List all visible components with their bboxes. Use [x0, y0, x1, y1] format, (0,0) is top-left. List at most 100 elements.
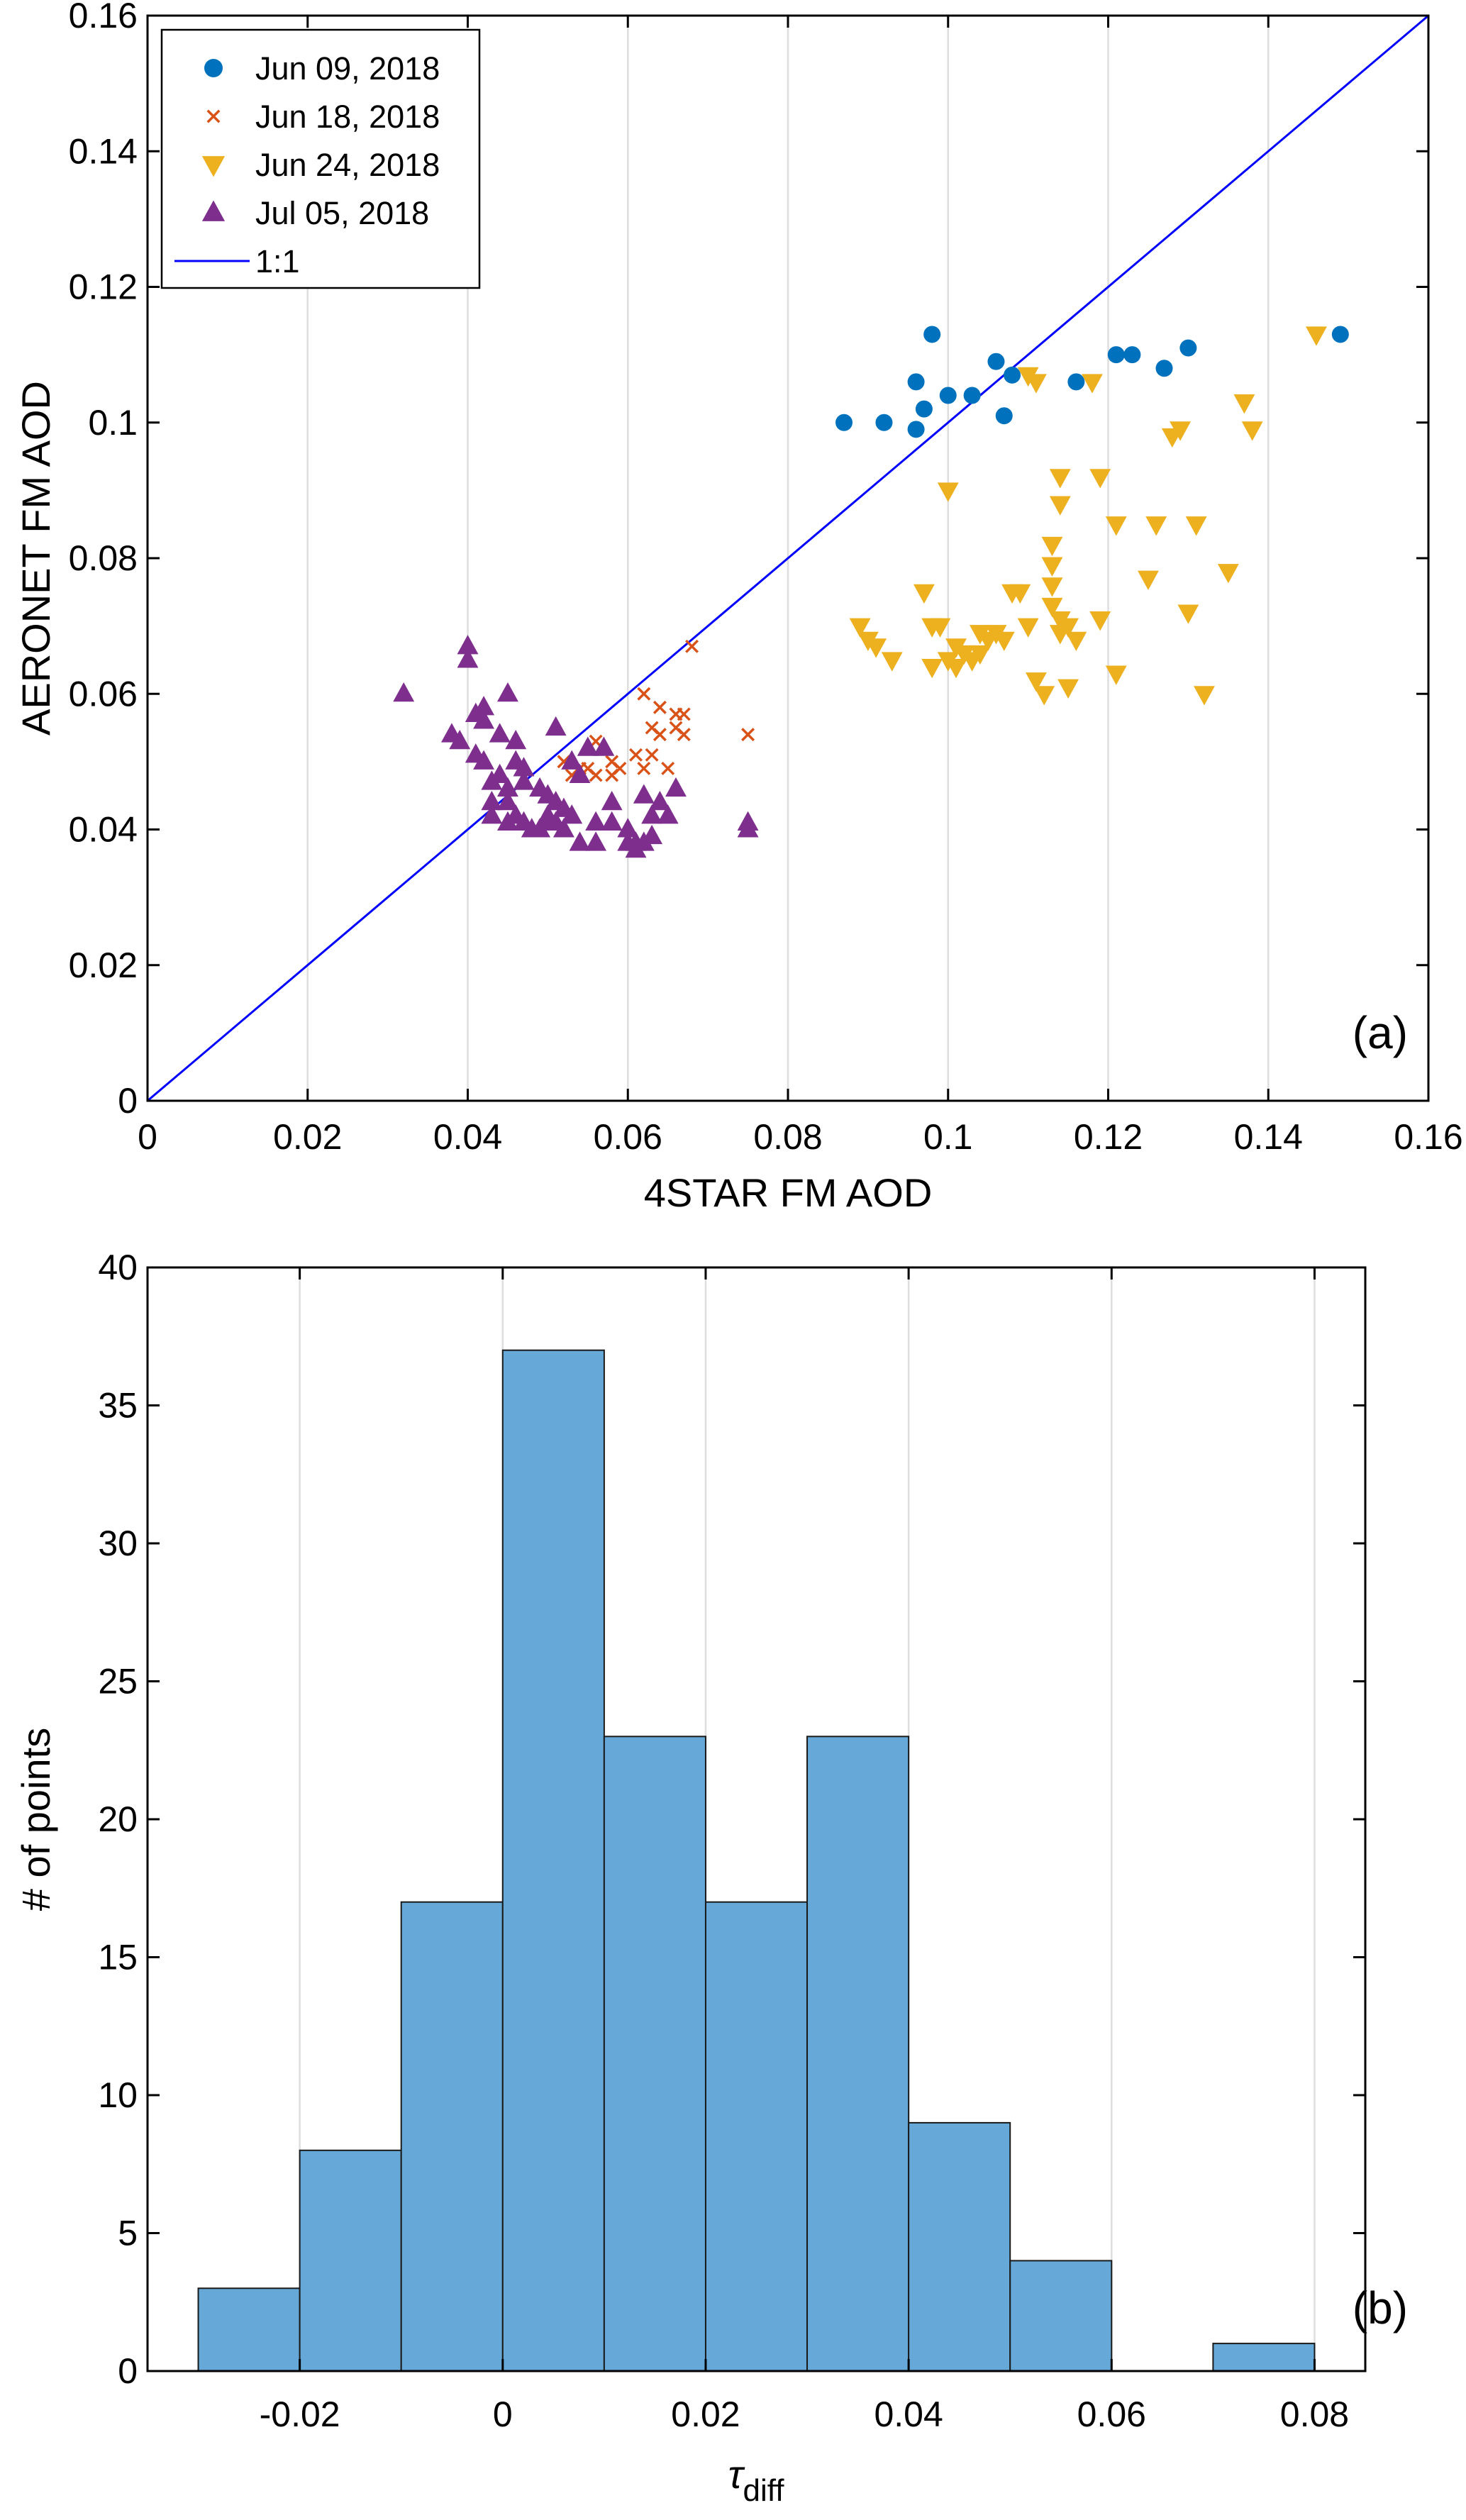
scatter-point — [835, 413, 853, 431]
histogram-panel-label: (b) — [1353, 2282, 1408, 2333]
scatter-point — [849, 618, 871, 638]
scatter-point — [685, 639, 699, 653]
scatter-x-tick-label: 0.14 — [1234, 1117, 1303, 1157]
scatter-point — [505, 729, 527, 750]
scatter-panel: 0 0.02 0.04 0.06 0.08 0.1 0.12 0.14 0.16 0 0.02 0.0… — [13, 0, 1463, 1215]
scatter-y-tick-label: 0.08 — [69, 538, 138, 578]
scatter-point — [641, 824, 663, 845]
scatter-point — [457, 635, 479, 655]
histogram-xlabel-subscript: diff — [743, 2473, 785, 2508]
scatter-y-tick-label: 0.04 — [69, 810, 138, 850]
scatter-point — [1009, 584, 1031, 604]
scatter-point — [929, 618, 951, 638]
scatter-point — [496, 682, 518, 702]
histogram-panel: -0.02 0 0.02 0.04 0.06 0.08 0 5 10 15 20 25 30 35 40 τ… — [13, 1248, 1408, 2508]
histogram-bar — [1212, 2343, 1316, 2372]
scatter-legend: Jun 09, 2018 Jun 18, 2018 Jun 24, 2018 J… — [160, 28, 481, 289]
scatter-y-tick-label: 0.06 — [69, 674, 138, 714]
legend-label-jul05: Jul 05, 2018 — [255, 195, 429, 231]
scatter-point — [1185, 516, 1207, 536]
scatter-point — [637, 687, 651, 701]
scatter-point — [1004, 366, 1021, 384]
scatter-point — [1155, 360, 1173, 377]
histogram-bar — [400, 1901, 504, 2372]
one-to-one-line — [147, 14, 1429, 1102]
histogram-x-tick-label: 0.06 — [1077, 2394, 1146, 2434]
scatter-point — [907, 421, 925, 438]
scatter-point — [641, 804, 663, 824]
histogram-x-tick-label: 0.08 — [1280, 2394, 1349, 2434]
histogram-bar — [603, 1736, 706, 2372]
scatter-point — [1105, 665, 1127, 685]
histogram-y-tick-label: 20 — [98, 1799, 138, 1839]
scatter-point — [513, 770, 535, 790]
scatter-point — [1041, 597, 1063, 618]
scatter-point — [1105, 516, 1127, 536]
scatter-point — [553, 818, 574, 838]
scatter-point — [945, 658, 967, 679]
histogram-bars — [197, 1349, 1316, 2372]
histogram-x-tick-label: -0.02 — [260, 2394, 340, 2434]
scatter-x-tick-label: 0.06 — [594, 1117, 662, 1157]
scatter-point — [496, 777, 518, 797]
scatter-panel-label: (a) — [1353, 1007, 1408, 1058]
scatter-point — [649, 791, 671, 811]
histogram-x-tick-label: 0.04 — [874, 2394, 943, 2434]
scatter-y-tick-label: 0.16 — [69, 0, 138, 35]
histogram-y-tick-label: 30 — [98, 1523, 138, 1563]
legend-marker — [201, 156, 226, 177]
scatter-point — [677, 707, 691, 721]
legend-marker — [204, 59, 223, 77]
scatter-x-tick-label: 0.1 — [923, 1117, 973, 1157]
scatter-point — [1137, 570, 1159, 590]
histogram-x-tick-label: 0 — [493, 2394, 513, 2434]
histogram-y-tick-label: 10 — [98, 2075, 138, 2115]
scatter-point — [1241, 421, 1263, 441]
scatter-point — [657, 804, 679, 824]
legend-label-jun18: Jun 18, 2018 — [255, 99, 440, 135]
scatter-point — [637, 761, 651, 775]
scatter-point — [449, 729, 471, 750]
scatter-point — [1065, 631, 1087, 651]
scatter-x-tick-label: 0.12 — [1074, 1117, 1143, 1157]
scatter-point — [457, 648, 479, 668]
histogram-bar — [501, 1349, 605, 2372]
scatter-point — [1025, 672, 1047, 692]
scatter-y-tick-label: 0.02 — [69, 945, 138, 985]
scatter-point — [1057, 679, 1079, 699]
scatter-point — [633, 784, 655, 804]
scatter-point — [913, 584, 935, 604]
scatter-point — [481, 804, 503, 824]
histogram-bar — [806, 1736, 910, 2372]
scatter-point — [1041, 557, 1063, 577]
scatter-point — [1170, 421, 1192, 441]
scatter-point — [741, 728, 755, 742]
legend-label-one-to-one: 1:1 — [255, 243, 300, 279]
scatter-point — [561, 750, 583, 770]
scatter-point — [1057, 618, 1079, 638]
histogram-y-tick-label: 15 — [98, 1938, 138, 1977]
scatter-point — [513, 757, 535, 777]
scatter-point — [907, 373, 925, 391]
legend-label-jun09: Jun 09, 2018 — [255, 50, 440, 87]
scatter-point — [1177, 604, 1199, 624]
scatter-point — [653, 728, 667, 742]
scatter-point — [937, 482, 959, 502]
scatter-point — [393, 682, 415, 702]
scatter-x-tick-label: 0.04 — [433, 1117, 502, 1157]
scatter-point — [601, 811, 623, 831]
scatter-point — [617, 818, 639, 838]
scatter-point — [1049, 469, 1071, 489]
scatter-point — [939, 387, 957, 404]
scatter-point — [1081, 374, 1103, 394]
scatter-point — [489, 763, 511, 784]
histogram-bar — [299, 2149, 402, 2372]
scatter-x-tick-label: 0 — [138, 1117, 157, 1157]
histogram-ylabel: # of points — [13, 1728, 58, 1911]
scatter-xlabel: 4STAR FM AOD — [644, 1170, 933, 1215]
scatter-point — [481, 791, 503, 811]
scatter-point — [1067, 373, 1085, 391]
scatter-point — [593, 736, 615, 756]
histogram-y-tick-label: 25 — [98, 1662, 138, 1702]
scatter-point — [489, 723, 511, 743]
